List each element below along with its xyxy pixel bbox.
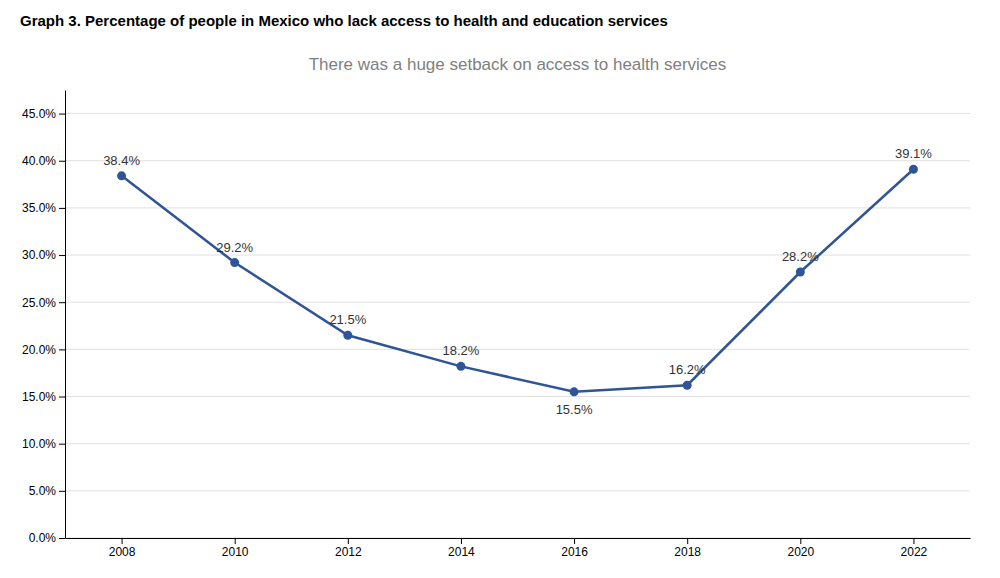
grid-line (65, 349, 970, 350)
y-tick-label: 30.0% (22, 248, 56, 262)
data-label: 21.5% (329, 312, 366, 327)
y-tick: 15.0% (22, 390, 65, 404)
x-tick: 2020 (787, 538, 814, 559)
grid-line (65, 113, 970, 114)
y-tick-mark (59, 255, 65, 256)
line (122, 169, 914, 392)
y-tick: 30.0% (22, 248, 65, 262)
x-tick-mark (800, 538, 801, 544)
y-tick-mark (59, 114, 65, 115)
x-tick-mark (913, 538, 914, 544)
y-tick-label: 15.0% (22, 390, 56, 404)
y-tick: 35.0% (22, 201, 65, 215)
x-tick: 2010 (222, 538, 249, 559)
y-tick: 5.0% (29, 484, 65, 498)
data-labels: 38.4% 29.2% 21.5% 18.2% 15.5% 16.2% 28.2% 39.1% (103, 146, 932, 417)
x-tick-label: 2016 (561, 545, 588, 559)
marks (117, 165, 918, 397)
grid-line (65, 255, 970, 256)
y-tick-mark (59, 349, 65, 350)
y-axis-line (65, 91, 66, 539)
x-tick-label: 2022 (901, 545, 928, 559)
y-tick-label: 35.0% (22, 201, 56, 215)
x-tick-label: 2012 (335, 545, 362, 559)
data-label: 38.4% (103, 153, 140, 168)
point (683, 381, 692, 390)
x-tick-mark (461, 538, 462, 544)
y-tick-label: 0.0% (29, 531, 57, 545)
x-tick-label: 2008 (109, 545, 136, 559)
y-tick-mark (59, 491, 65, 492)
y-tick-label: 5.0% (29, 484, 57, 498)
subtitle: There was a huge setback on access to he… (309, 55, 727, 74)
data-label: 28.2% (782, 249, 819, 264)
x-tick: 2016 (561, 538, 588, 559)
x-tick-label: 2014 (448, 545, 475, 559)
x-tick: 2008 (109, 538, 136, 559)
y-tick: 10.0% (22, 437, 65, 451)
y-axis: 0.0% 5.0% 10.0% 15.0% 20.0% 25.0% 30.0% 35.0% 40… (22, 91, 66, 546)
y-tick-mark (59, 538, 65, 539)
x-tick: 2012 (335, 538, 362, 559)
data-label: 29.2% (216, 240, 253, 255)
title: Graph 3. Percentage of people in Mexico … (20, 12, 668, 29)
grid-line (65, 396, 970, 397)
data-label: 15.5% (556, 402, 593, 417)
point (570, 387, 579, 396)
y-tick: 45.0% (22, 107, 65, 121)
x-tick-mark (687, 538, 688, 544)
x-tick-mark (348, 538, 349, 544)
y-tick-label: 20.0% (22, 343, 56, 357)
x-axis-line (66, 538, 971, 539)
grid-line (65, 443, 970, 444)
y-tick-mark (59, 444, 65, 445)
y-tick: 20.0% (22, 343, 65, 357)
grid-line (65, 538, 970, 539)
data-label: 18.2% (443, 343, 480, 358)
y-tick: 0.0% (29, 531, 65, 545)
point (456, 362, 465, 371)
data-label: 39.1% (895, 146, 932, 161)
x-tick-label: 2018 (674, 545, 701, 559)
y-tick-label: 40.0% (22, 154, 56, 168)
grid-line (65, 207, 970, 208)
x-tick-mark (235, 538, 236, 544)
y-tick-label: 45.0% (22, 107, 56, 121)
x-tick: 2018 (674, 538, 701, 559)
point (796, 268, 805, 277)
point (909, 165, 918, 174)
x-tick: 2014 (448, 538, 475, 559)
point (117, 171, 126, 180)
y-tick-label: 10.0% (22, 437, 56, 451)
x-tick-mark (574, 538, 575, 544)
grid-line (65, 302, 970, 303)
y-tick-mark (59, 161, 65, 162)
point (343, 331, 352, 340)
y-tick-mark (59, 302, 65, 303)
grid (65, 114, 970, 538)
x-tick-label: 2010 (222, 545, 249, 559)
x-tick-label: 2020 (787, 545, 814, 559)
y-tick-mark (59, 208, 65, 209)
x-axis: 2008 2010 2012 2014 2016 2018 2020 2022 (66, 538, 971, 559)
y-tick: 40.0% (22, 154, 65, 168)
y-tick-mark (59, 397, 65, 398)
grid-line (65, 160, 970, 161)
x-tick-mark (122, 538, 123, 544)
y-tick: 25.0% (22, 296, 65, 310)
point (230, 258, 239, 267)
grid-line (65, 490, 970, 491)
y-tick-label: 25.0% (22, 296, 56, 310)
x-tick: 2022 (901, 538, 928, 559)
data-label: 16.2% (669, 362, 706, 377)
plot: There was a huge setback on access to he… (22, 55, 971, 559)
chart: Graph 3. Percentage of people in Mexico … (0, 0, 1000, 578)
